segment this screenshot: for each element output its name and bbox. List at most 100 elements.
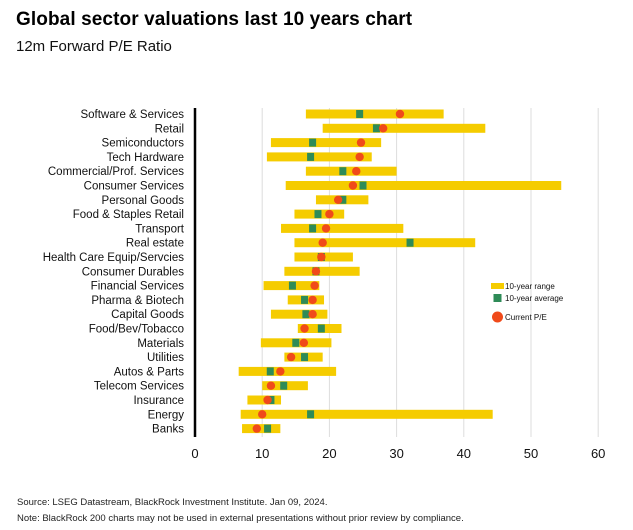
current-marker xyxy=(352,167,361,176)
range-bar-chart: Software & Services Retail Semiconductors T… xyxy=(43,108,605,461)
average-marker xyxy=(292,338,300,347)
sector-label: Financial Services xyxy=(91,281,185,293)
current-marker xyxy=(311,267,321,276)
legend-label: 10-year range xyxy=(505,282,555,291)
current-marker xyxy=(356,138,366,147)
average-marker xyxy=(307,152,315,161)
current-marker xyxy=(308,295,317,305)
x-tick-label: 0 xyxy=(191,446,198,461)
chart-title: Global sector valuations last 10 years c… xyxy=(16,9,413,30)
sector-label: Insurance xyxy=(133,395,184,407)
current-marker xyxy=(310,281,319,290)
average-marker xyxy=(339,167,347,176)
sector-label: Autos & Parts xyxy=(114,366,185,378)
x-tick-label: 30 xyxy=(389,446,403,461)
average-marker xyxy=(288,281,296,290)
chart-subtitle: 12m Forward P/E Ratio xyxy=(16,38,172,55)
current-marker xyxy=(300,324,309,333)
sector-label: Pharma & Biotech xyxy=(91,295,184,307)
sector-label: Food & Staples Retail xyxy=(73,209,184,221)
average-marker xyxy=(339,195,347,204)
sector-label: Health Care Equip/Servcies xyxy=(43,252,185,264)
current-marker xyxy=(266,381,276,390)
average-marker xyxy=(264,424,272,433)
sector-label: Retail xyxy=(155,123,184,135)
current-marker xyxy=(395,109,405,119)
range-bar xyxy=(240,409,493,419)
sector-label: Telecom Services xyxy=(94,381,184,393)
sector-label: Banks xyxy=(152,424,184,436)
range-bar xyxy=(322,123,486,133)
current-marker xyxy=(299,338,309,347)
current-marker xyxy=(348,181,358,190)
average-marker xyxy=(314,210,322,219)
sector-label: Tech Hardware xyxy=(107,152,184,164)
range-bar xyxy=(238,366,337,376)
sector-label: Software & Services xyxy=(80,109,184,121)
current-marker xyxy=(333,195,343,204)
legend-swatch-range xyxy=(491,283,504,289)
sector-label: Food/Bev/Tobacco xyxy=(89,324,184,336)
current-marker xyxy=(325,209,334,219)
sector-label: Real estate xyxy=(126,238,184,250)
range-bar xyxy=(242,424,281,434)
sector-label: Materials xyxy=(137,338,184,350)
current-marker xyxy=(317,252,326,262)
range-bar xyxy=(284,266,360,276)
range-bar xyxy=(305,166,397,176)
current-marker xyxy=(252,424,262,433)
average-marker xyxy=(280,381,288,390)
average-marker xyxy=(301,353,309,362)
x-tick-label: 50 xyxy=(524,446,538,461)
legend-swatch-current xyxy=(492,311,503,323)
current-marker xyxy=(286,352,296,362)
average-marker xyxy=(266,367,274,376)
average-marker xyxy=(302,310,310,319)
sector-label: Transport xyxy=(135,223,185,235)
legend-label: Current P/E xyxy=(505,313,547,322)
range-bar xyxy=(281,223,404,233)
average-marker xyxy=(309,138,317,147)
current-marker xyxy=(321,224,331,233)
sector-label: Energy xyxy=(148,409,185,421)
average-marker xyxy=(359,181,367,190)
current-marker xyxy=(355,152,364,162)
x-tick-label: 60 xyxy=(591,446,605,461)
average-marker xyxy=(307,410,315,419)
range-bar xyxy=(266,152,372,162)
sector-label: Personal Goods xyxy=(102,195,185,207)
current-markers xyxy=(252,109,405,433)
range-bar xyxy=(285,181,562,190)
sector-labels: Software & Services Retail Semiconductors T… xyxy=(43,109,185,436)
average-marker xyxy=(356,110,364,118)
range-bar xyxy=(270,309,328,319)
sector-label: Commercial/Prof. Services xyxy=(48,166,184,178)
average-markers xyxy=(264,110,414,433)
sector-label: Utilities xyxy=(147,352,184,364)
current-marker xyxy=(263,395,272,405)
sector-label: Consumer Services xyxy=(84,181,185,193)
average-marker xyxy=(406,238,414,247)
current-marker xyxy=(258,410,267,419)
current-marker xyxy=(308,310,317,319)
average-marker xyxy=(309,224,317,233)
x-tick-label: 20 xyxy=(322,446,336,461)
range-bar xyxy=(294,238,476,248)
average-marker xyxy=(301,295,309,304)
source-note: Source: LSEG Datastream, BlackRock Inves… xyxy=(17,497,328,508)
average-marker xyxy=(372,124,380,133)
average-marker xyxy=(317,324,325,333)
x-tick-label: 10 xyxy=(255,446,269,461)
compliance-note: Note: BlackRock 200 charts may not be us… xyxy=(17,513,464,524)
range-bar xyxy=(305,109,444,119)
current-marker xyxy=(276,367,285,376)
sector-label: Semiconductors xyxy=(102,138,185,150)
range-bar xyxy=(270,138,382,148)
x-tick-labels: 0 10 20 30 40 50 60 xyxy=(191,446,605,461)
legend-label: 10-year average xyxy=(505,294,564,303)
legend: 10-year range 10-year average Current P/E xyxy=(491,282,564,323)
current-marker xyxy=(318,238,327,247)
current-marker xyxy=(378,124,388,133)
legend-swatch-average xyxy=(493,294,502,302)
x-tick-label: 40 xyxy=(457,446,471,461)
